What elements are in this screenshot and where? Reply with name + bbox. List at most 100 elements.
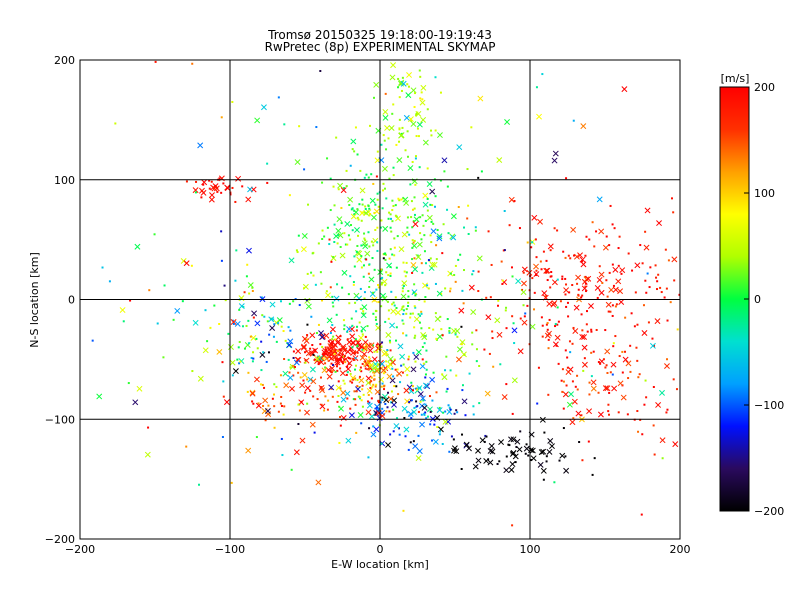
- data-point-dot: [446, 387, 449, 390]
- data-point-dot: [605, 364, 608, 367]
- data-point-dot: [387, 217, 390, 220]
- data-point-dot: [584, 290, 587, 293]
- data-point-dot: [341, 286, 344, 289]
- data-point-dot: [636, 323, 639, 326]
- data-point-dot: [558, 459, 561, 462]
- data-point-dot: [349, 238, 352, 241]
- data-point-x: [301, 232, 308, 239]
- data-point-dot: [441, 334, 444, 337]
- data-point-dot: [370, 376, 373, 379]
- data-point-dot: [346, 365, 349, 368]
- data-point-x: [431, 261, 438, 268]
- data-point-dot: [379, 401, 382, 404]
- data-point-x: [397, 343, 404, 350]
- data-point-x: [305, 303, 312, 310]
- data-point-dot: [374, 228, 377, 231]
- data-point-dot: [353, 390, 356, 393]
- data-point-dot: [222, 182, 225, 185]
- data-point-dot: [295, 249, 298, 252]
- data-point-dot: [442, 223, 445, 226]
- data-point-dot: [331, 370, 334, 373]
- data-point-dot: [399, 381, 402, 384]
- data-point-x: [359, 354, 366, 361]
- data-point-x: [625, 360, 632, 367]
- data-point-x: [304, 385, 311, 392]
- data-point-dot: [330, 387, 333, 390]
- data-point-x: [580, 123, 587, 130]
- data-point-x: [373, 81, 380, 88]
- data-point-dot: [624, 350, 627, 353]
- data-point-dot: [252, 357, 255, 360]
- data-point-x: [463, 441, 470, 448]
- data-point-dot: [379, 226, 382, 229]
- data-point-dot: [638, 373, 641, 376]
- data-point-dot: [354, 377, 357, 380]
- data-point-dot: [263, 315, 266, 318]
- data-point-dot: [442, 411, 445, 414]
- data-point-dot: [371, 385, 374, 388]
- data-point-dot: [415, 114, 418, 117]
- data-point-dot: [418, 321, 421, 324]
- data-point-dot: [343, 354, 346, 357]
- data-point-dot: [261, 314, 264, 317]
- data-point-dot: [460, 467, 463, 470]
- data-point-dot: [441, 442, 444, 445]
- data-point-x: [618, 299, 625, 305]
- data-point-dot: [653, 453, 656, 456]
- data-point-dot: [477, 270, 480, 273]
- data-point-dot: [376, 150, 379, 153]
- data-point-x: [554, 334, 561, 341]
- data-point-dot: [402, 509, 405, 512]
- data-point-dot: [209, 326, 212, 329]
- data-point-dot: [398, 140, 401, 143]
- data-point-x: [199, 187, 205, 194]
- data-point-dot: [635, 346, 638, 349]
- data-point-x: [547, 243, 554, 250]
- data-point-x: [563, 467, 570, 474]
- data-point-dot: [540, 268, 543, 271]
- data-point-dot: [478, 402, 481, 405]
- data-point-dot: [567, 254, 570, 257]
- data-point-dot: [414, 334, 417, 337]
- data-point-dot: [568, 340, 571, 343]
- data-point-dot: [293, 366, 296, 369]
- data-point-dot: [664, 248, 667, 251]
- data-point-dot: [336, 283, 339, 286]
- data-point-dot: [314, 283, 317, 286]
- data-point-dot: [397, 393, 400, 396]
- data-point-x: [192, 319, 199, 326]
- data-point-dot: [571, 380, 574, 383]
- data-point-dot: [440, 328, 443, 331]
- x-tick-label: 100: [520, 543, 541, 556]
- data-point-x: [318, 384, 325, 391]
- data-point-dot: [310, 271, 313, 274]
- data-point-dot: [413, 239, 416, 242]
- data-point-dot: [452, 438, 455, 441]
- data-point-dot: [411, 389, 414, 392]
- data-point-dot: [655, 276, 658, 279]
- data-point-dot: [391, 209, 394, 212]
- data-point-x: [406, 71, 413, 78]
- data-point-dot: [376, 198, 379, 201]
- data-point-dot: [518, 227, 521, 230]
- data-point-dot: [368, 214, 371, 217]
- data-point-dot: [428, 327, 431, 330]
- data-point-dot: [642, 304, 645, 307]
- data-point-dot: [343, 232, 346, 235]
- data-point-dot: [586, 310, 589, 313]
- data-point-dot: [471, 273, 474, 276]
- data-point-x: [381, 350, 388, 357]
- data-point-dot: [283, 123, 286, 126]
- data-point-x: [381, 278, 388, 285]
- data-point-dot: [446, 208, 449, 211]
- data-point-x: [436, 407, 443, 413]
- data-point-x: [180, 258, 187, 264]
- data-point-x: [429, 188, 436, 195]
- data-point-dot: [427, 287, 430, 290]
- data-point-dot: [265, 360, 268, 363]
- data-point-dot: [191, 62, 194, 65]
- data-point-x: [487, 448, 494, 454]
- data-point-dot: [287, 358, 290, 361]
- data-point-dot: [657, 273, 660, 276]
- data-point-dot: [480, 170, 483, 173]
